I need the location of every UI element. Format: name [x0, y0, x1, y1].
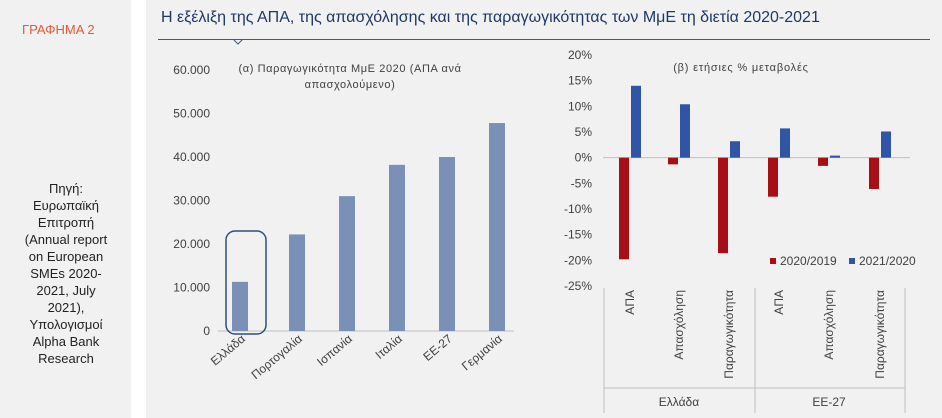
bar	[830, 155, 840, 158]
bar	[869, 157, 879, 189]
source-line: Research	[38, 351, 94, 366]
x-tick-label: Απασχόληση	[822, 290, 836, 360]
source-line: Επιτροπή	[37, 215, 95, 230]
source-line: SMEs 2020-	[30, 266, 102, 281]
chart-title: Η εξέλιξη της ΑΠΑ, της απασχόλησης και τ…	[161, 9, 820, 26]
left-panel: ΓΡΑΦΗΜΑ 2 Πηγή: Ευρωπαϊκή Επιτροπή (Annu…	[0, 0, 131, 418]
bar	[730, 141, 740, 158]
y-tick-label: -25%	[564, 279, 592, 293]
y-tick-label: 15%	[568, 74, 592, 88]
x-tick-label: ΑΠΑ	[623, 290, 637, 315]
y-tick-label: 10.000	[173, 281, 210, 295]
bar	[718, 157, 728, 254]
bar	[881, 131, 891, 158]
source-line: on European	[28, 249, 104, 264]
bar	[439, 157, 455, 331]
y-tick-label: 30.000	[173, 194, 210, 208]
y-tick-label: 40.000	[173, 150, 210, 164]
bar	[668, 157, 678, 165]
source-line: Alpha Bank	[32, 334, 100, 349]
bar	[289, 234, 305, 331]
legend-swatch	[849, 258, 855, 264]
y-tick-label: 20%	[568, 48, 592, 62]
figure-label: ΓΡΑΦΗΜΑ 2	[22, 22, 95, 37]
y-tick-label: 0	[203, 324, 210, 338]
source-line: Ευρωπαϊκή	[32, 198, 100, 213]
y-tick-label: 0%	[575, 151, 593, 165]
group-label: Ελλάδα	[659, 395, 699, 409]
bar	[619, 157, 629, 260]
legend-label: 2020/2019	[780, 254, 837, 268]
bar	[818, 157, 828, 166]
y-tick-label: -5%	[571, 176, 593, 190]
title-notch	[233, 39, 243, 45]
y-tick-label: 10%	[568, 99, 592, 113]
bar	[780, 128, 790, 158]
y-tick-label: -15%	[564, 228, 592, 242]
legend-label: 2021/2020	[859, 254, 916, 268]
subchart-title: (β) ετήσιες % μεταβολές	[673, 62, 809, 74]
bar	[768, 157, 778, 197]
group-label: ΕΕ-27	[812, 395, 846, 409]
bar	[680, 104, 690, 158]
source-note: Πηγή: Ευρωπαϊκή Επιτροπή (Annual report …	[6, 180, 126, 367]
bar	[232, 281, 248, 331]
source-line: (Annual report	[24, 232, 108, 247]
source-line: 2021, July	[36, 283, 96, 298]
y-tick-label: 60.000	[173, 63, 210, 77]
y-tick-label: -20%	[564, 253, 592, 267]
y-tick-label: 20.000	[173, 237, 210, 251]
legend-swatch	[770, 258, 776, 264]
x-tick-label: Παραγωγικότητα	[722, 290, 736, 379]
subchart-title: (α) Παραγωγικότητα ΜμΕ 2020 (ΑΠΑ ανά	[238, 63, 461, 75]
y-tick-label: -10%	[564, 202, 592, 216]
title-underline	[158, 39, 930, 40]
x-tick-label: Απασχόληση	[672, 290, 686, 360]
source-line: 2021),	[47, 300, 85, 315]
bar	[489, 123, 505, 331]
y-tick-label: 50.000	[173, 107, 210, 121]
main-panel	[146, 0, 942, 418]
source-line: Πηγή:	[49, 181, 83, 196]
x-tick-label: ΑΠΑ	[772, 290, 786, 315]
y-tick-label: 5%	[575, 125, 593, 139]
bar	[389, 164, 405, 331]
x-tick-label: Παραγωγικότητα	[873, 290, 887, 379]
subchart-title: απασχολούμενο)	[305, 79, 396, 91]
bar	[631, 85, 641, 158]
highlight-frame	[225, 230, 267, 335]
bar	[339, 196, 355, 331]
source-line: Υπολογισμοί	[29, 317, 103, 332]
